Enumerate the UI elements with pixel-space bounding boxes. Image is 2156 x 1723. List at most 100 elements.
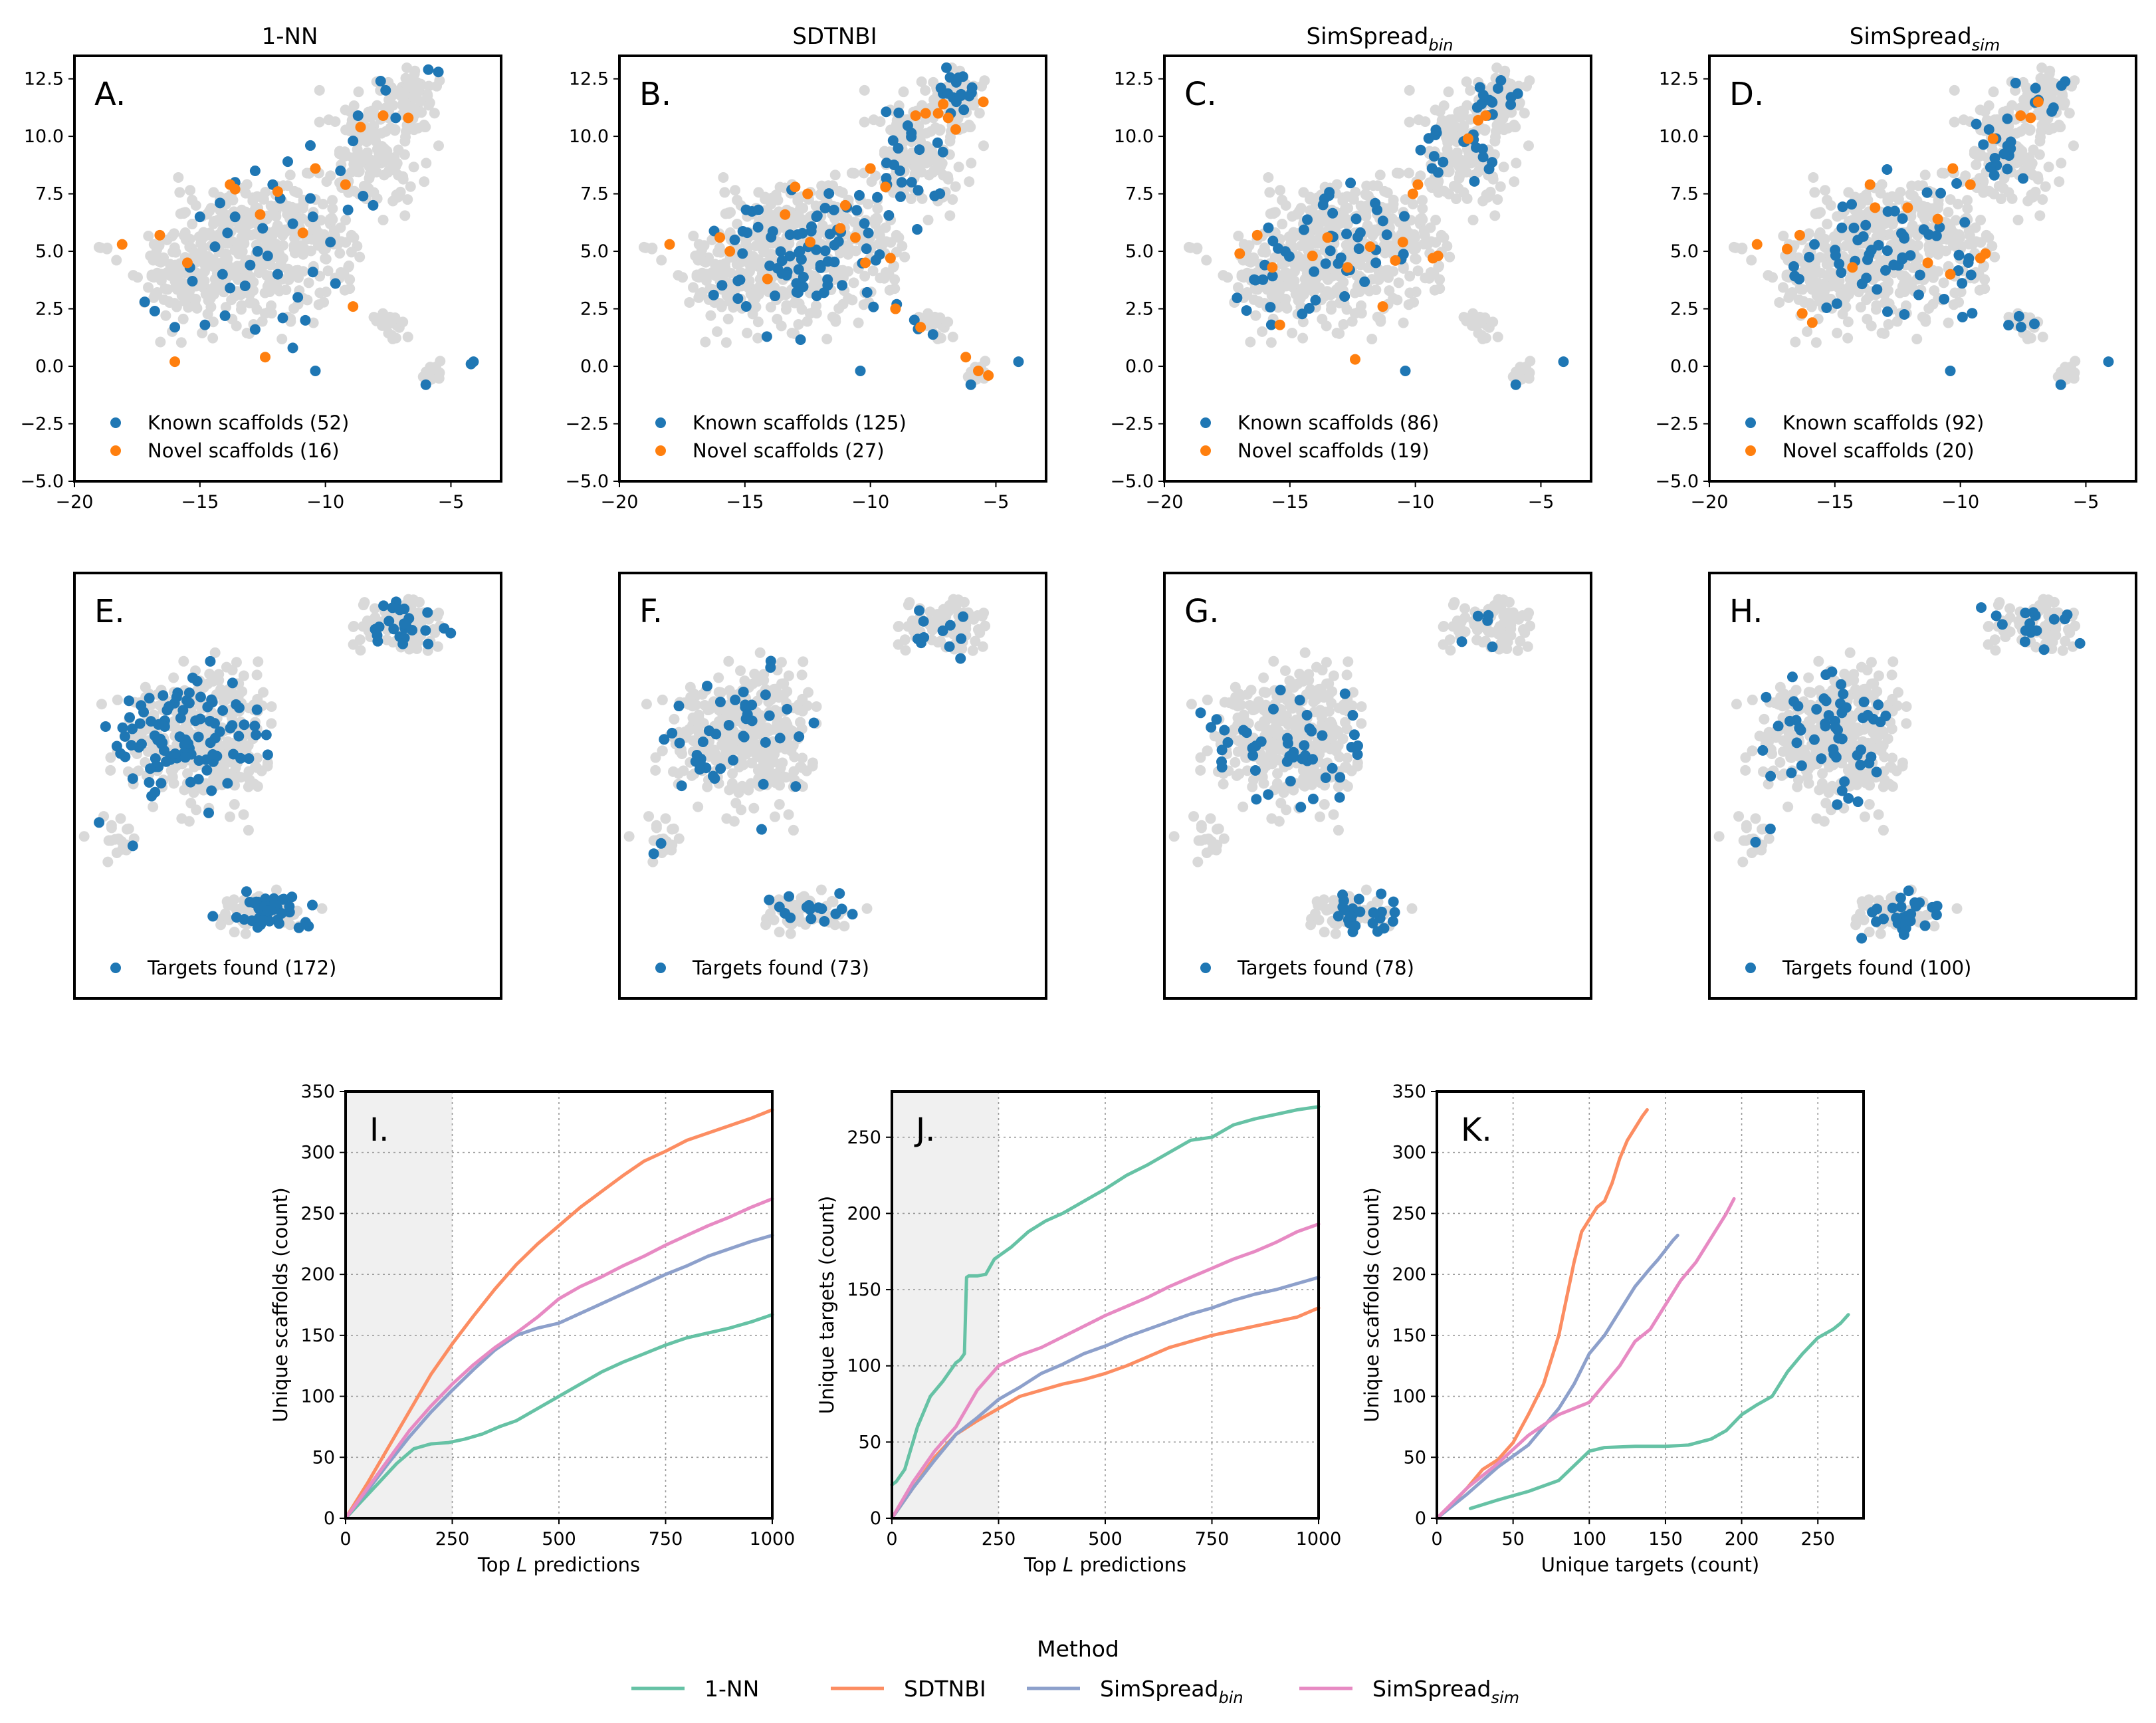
background-point	[1436, 229, 1447, 241]
background-point	[1321, 320, 1332, 332]
background-point	[835, 265, 847, 277]
background-point	[1814, 230, 1825, 241]
background-point	[316, 903, 328, 914]
known-scaffold-point	[1432, 167, 1444, 178]
novel-scaffold-point	[229, 183, 241, 195]
background-point	[249, 778, 260, 790]
background-point	[215, 919, 227, 931]
background-point	[317, 199, 328, 210]
known-scaffold-point	[797, 227, 808, 239]
background-point	[1299, 647, 1311, 658]
background-point	[229, 268, 241, 279]
background-point	[925, 126, 936, 137]
background-point	[187, 219, 198, 230]
background-point	[320, 287, 332, 298]
background-point	[759, 725, 770, 736]
background-point	[942, 316, 954, 328]
background-point	[305, 245, 316, 257]
background-point	[370, 603, 381, 614]
background-point	[1988, 86, 1999, 98]
known-scaffold-point	[1860, 219, 1872, 231]
background-point	[944, 210, 956, 221]
background-point	[115, 813, 126, 824]
background-point	[2056, 88, 2068, 100]
background-point	[1870, 304, 1882, 315]
known-scaffold-point	[187, 276, 198, 287]
background-point	[177, 313, 189, 324]
target-found-point	[260, 893, 271, 905]
known-scaffold-point	[1400, 365, 1411, 376]
background-point	[308, 223, 319, 235]
known-scaffold-point	[325, 237, 336, 248]
background-point	[330, 116, 341, 127]
background-point	[903, 621, 914, 632]
target-found-point	[764, 710, 775, 721]
target-found-point	[227, 677, 238, 689]
background-point	[355, 645, 366, 656]
background-point	[1331, 328, 1343, 339]
background-point	[2054, 176, 2065, 187]
target-found-point	[394, 604, 405, 616]
novel-scaffold-point	[915, 322, 926, 333]
background-point	[1265, 337, 1277, 348]
background-point	[2034, 210, 2046, 221]
known-scaffold-point	[1353, 243, 1364, 255]
known-scaffold-point	[794, 245, 806, 257]
background-point	[893, 117, 905, 128]
background-point	[346, 229, 357, 241]
background-point	[1201, 255, 1212, 266]
background-point	[978, 140, 989, 152]
target-found-point	[251, 729, 262, 741]
target-found-point	[714, 696, 726, 707]
legend-marker-known	[655, 417, 666, 428]
background-point	[812, 276, 823, 287]
background-point	[1949, 84, 1960, 96]
background-point	[752, 316, 764, 328]
background-point	[749, 668, 760, 679]
target-found-point	[794, 731, 805, 743]
background-point	[669, 713, 680, 725]
novel-scaffold-point	[860, 257, 871, 269]
background-point	[1382, 187, 1393, 198]
y-tick-label: 2.5	[580, 299, 609, 320]
background-point	[1923, 302, 1935, 314]
background-point	[803, 687, 814, 698]
background-point	[237, 686, 248, 697]
background-point	[700, 336, 711, 348]
target-found-point	[784, 891, 795, 902]
background-point	[1272, 768, 1283, 779]
known-scaffold-point	[1821, 302, 1832, 313]
background-point	[419, 120, 430, 131]
background-point	[250, 761, 261, 772]
background-point	[859, 116, 870, 128]
background-point	[893, 620, 905, 632]
background-point	[1812, 207, 1824, 219]
background-point	[164, 259, 175, 270]
novel-scaffold-point	[1806, 317, 1818, 328]
target-found-point	[207, 697, 218, 708]
background-point	[1233, 282, 1244, 293]
background-point	[178, 655, 189, 667]
target-found-point	[134, 718, 146, 729]
background-point	[1375, 316, 1386, 327]
axes-frame	[618, 55, 1047, 483]
known-scaffold-point	[895, 165, 906, 176]
target-found-point	[187, 672, 198, 683]
novel-scaffold-point	[839, 199, 851, 211]
background-point	[829, 170, 841, 181]
background-point	[243, 824, 254, 836]
background-point	[1790, 336, 1801, 348]
col-title-1nn: 1-NN	[262, 23, 318, 50]
background-point	[1403, 168, 1414, 179]
background-point	[1492, 331, 1503, 342]
known-scaffold-point	[855, 365, 866, 376]
background-point	[1737, 242, 1748, 253]
known-scaffold-point	[209, 241, 221, 253]
background-point	[693, 723, 704, 735]
known-scaffold-point	[941, 62, 952, 73]
background-point	[231, 657, 242, 668]
background-point	[1802, 326, 1813, 337]
background-point	[93, 241, 104, 253]
background-point	[713, 705, 724, 716]
legend-marker-novel	[1200, 445, 1211, 456]
